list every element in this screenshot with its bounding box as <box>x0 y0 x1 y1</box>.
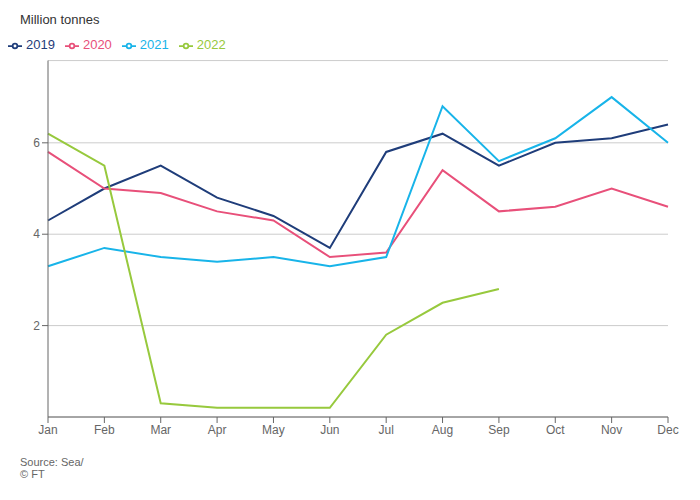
html-text:2020: 2020 <box>82 37 112 52</box>
svg-text:Nov: Nov <box>601 423 622 437</box>
svg-text:Aug: Aug <box>432 423 453 437</box>
svg-text:Jul: Jul <box>379 423 394 437</box>
html-text:© FT: © FT <box>20 468 45 480</box>
svg-text:Apr: Apr <box>208 423 227 437</box>
svg-text:6: 6 <box>33 136 40 150</box>
html-text:Source: Sea/: Source: Sea/ <box>20 456 84 468</box>
svg-text:Feb: Feb <box>94 423 115 437</box>
svg-text:Oct: Oct <box>546 423 565 437</box>
svg-text:Dec: Dec <box>657 423 678 437</box>
svg-text:May: May <box>262 423 285 437</box>
svg-text:Mar: Mar <box>150 423 171 437</box>
html-text:2019: 2019 <box>26 37 55 52</box>
svg-text:4: 4 <box>33 227 40 241</box>
html-text:Million tonnes: Million tonnes <box>20 12 100 27</box>
svg-text:2: 2 <box>33 319 40 333</box>
svg-text:Jan: Jan <box>38 423 57 437</box>
html-text:2022: 2022 <box>196 37 226 52</box>
svg-text:Jun: Jun <box>320 423 339 437</box>
svg-text:Sep: Sep <box>488 423 510 437</box>
html-text:2021: 2021 <box>139 37 169 52</box>
